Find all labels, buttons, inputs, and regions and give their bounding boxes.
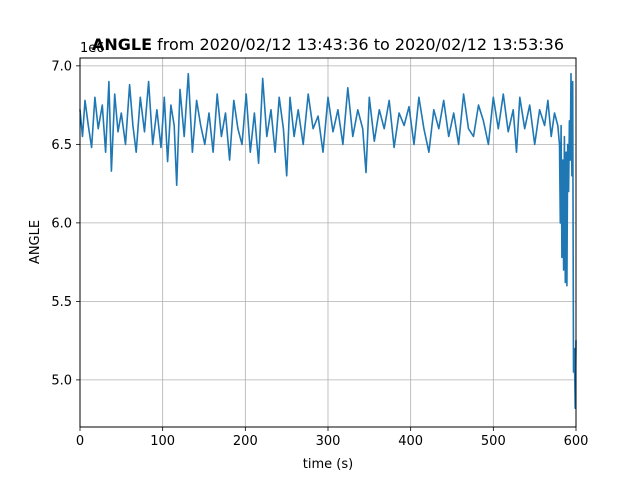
y-axis-label: ANGLE [28,220,43,264]
y-tick-label: 6.0 [51,216,72,231]
x-tick-label: 500 [481,434,506,449]
x-tick-label: 100 [150,434,175,449]
series-layer [79,72,577,410]
x-tick-label: 400 [398,434,423,449]
x-axis-ticks: 0 100 200 300 400 500 600 [76,427,589,449]
x-tick-label: 300 [316,434,341,449]
chart-title: ANGLE from 2020/02/12 13:43:36 to 2020/0… [92,35,564,54]
y-tick-label: 5.5 [51,295,72,310]
y-offset-label: 1e6 [80,41,105,56]
x-tick-label: 600 [564,434,589,449]
x-tick-label: 0 [76,434,84,449]
x-axis-label: time (s) [303,457,353,472]
series-line [79,72,577,410]
y-tick-label: 6.5 [51,138,72,153]
chart-title-rest: from 2020/02/12 13:43:36 to 2020/02/12 1… [152,35,564,54]
y-axis-ticks: 5.0 5.5 6.0 6.5 7.0 [51,59,80,388]
chart-title-bold: ANGLE [92,35,152,54]
x-tick-label: 200 [233,434,258,449]
y-tick-label: 7.0 [51,59,72,74]
y-tick-label: 5.0 [51,373,72,388]
